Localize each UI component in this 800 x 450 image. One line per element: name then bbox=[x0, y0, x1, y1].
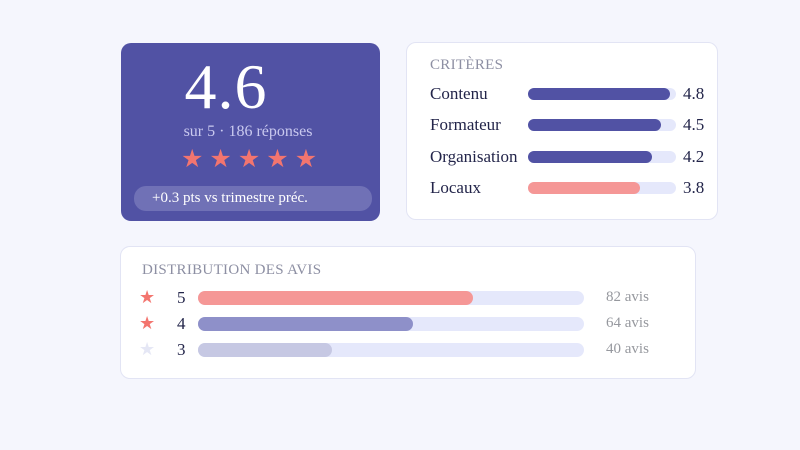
distribution-row: ★ 5 82 avis bbox=[139, 287, 679, 309]
distribution-card: DISTRIBUTION DES AVIS ★ 5 82 avis ★ 4 64… bbox=[120, 246, 696, 379]
criteria-title: CRITÈRES bbox=[430, 57, 504, 73]
distribution-row: ★ 3 40 avis bbox=[139, 339, 679, 361]
criterion-row: Organisation 4.2 bbox=[430, 146, 712, 168]
criterion-bar-track bbox=[528, 151, 676, 163]
star-icon: ★ bbox=[181, 144, 204, 173]
criterion-value: 4.8 bbox=[683, 84, 705, 103]
distribution-title: DISTRIBUTION DES AVIS bbox=[142, 262, 322, 278]
criterion-value: 3.8 bbox=[683, 178, 705, 197]
star-icon: ★ bbox=[209, 144, 232, 173]
criterion-label: Formateur bbox=[430, 115, 501, 134]
criterion-bar-track bbox=[528, 119, 676, 131]
distribution-bar-track bbox=[198, 291, 584, 305]
star-level: 4 bbox=[177, 314, 186, 333]
criterion-bar-track bbox=[528, 182, 676, 194]
star-icon: ★ bbox=[139, 339, 156, 360]
criterion-label: Organisation bbox=[430, 147, 518, 166]
review-count: 40 avis bbox=[606, 341, 649, 357]
criteria-card: CRITÈRES Contenu 4.8 Formateur 4.5 Organ… bbox=[406, 42, 718, 220]
criterion-value: 4.2 bbox=[683, 147, 705, 166]
distribution-bar-fill bbox=[198, 317, 413, 331]
distribution-row: ★ 4 64 avis bbox=[139, 313, 679, 335]
trend-badge: +0.3 pts vs trimestre préc. bbox=[134, 186, 372, 211]
criterion-bar-track bbox=[528, 88, 676, 100]
star-level: 3 bbox=[177, 340, 186, 359]
criterion-bar-fill bbox=[528, 151, 653, 163]
criterion-bar-fill bbox=[528, 88, 671, 100]
criterion-label: Contenu bbox=[430, 84, 488, 103]
star-icon: ★ bbox=[139, 287, 156, 308]
criterion-value: 4.5 bbox=[683, 115, 705, 134]
distribution-bar-fill bbox=[198, 343, 333, 357]
score-card: 4.6 sur 5 · 186 réponses ★ ★ ★ ★ ★ +0.3 … bbox=[121, 43, 380, 221]
average-score: 4.6 bbox=[184, 51, 268, 122]
criterion-row: Contenu 4.8 bbox=[430, 83, 712, 105]
rating-stars: ★ ★ ★ ★ ★ bbox=[181, 146, 317, 171]
star-icon: ★ bbox=[139, 313, 156, 334]
criterion-label: Locaux bbox=[430, 178, 481, 197]
criterion-bar-fill bbox=[528, 119, 662, 131]
distribution-bar-track bbox=[198, 343, 584, 357]
star-icon: ★ bbox=[294, 144, 318, 173]
review-count: 82 avis bbox=[606, 289, 649, 305]
star-icon: ★ bbox=[266, 144, 289, 173]
criterion-row: Formateur 4.5 bbox=[430, 114, 712, 136]
distribution-bar-fill bbox=[198, 291, 474, 305]
star-level: 5 bbox=[177, 288, 186, 307]
criterion-bar-fill bbox=[528, 182, 641, 194]
criterion-row: Locaux 3.8 bbox=[430, 177, 712, 199]
star-icon: ★ bbox=[237, 144, 261, 173]
distribution-bar-track bbox=[198, 317, 584, 331]
score-subtitle: sur 5 · 186 réponses bbox=[183, 123, 313, 140]
review-count: 64 avis bbox=[606, 315, 649, 331]
